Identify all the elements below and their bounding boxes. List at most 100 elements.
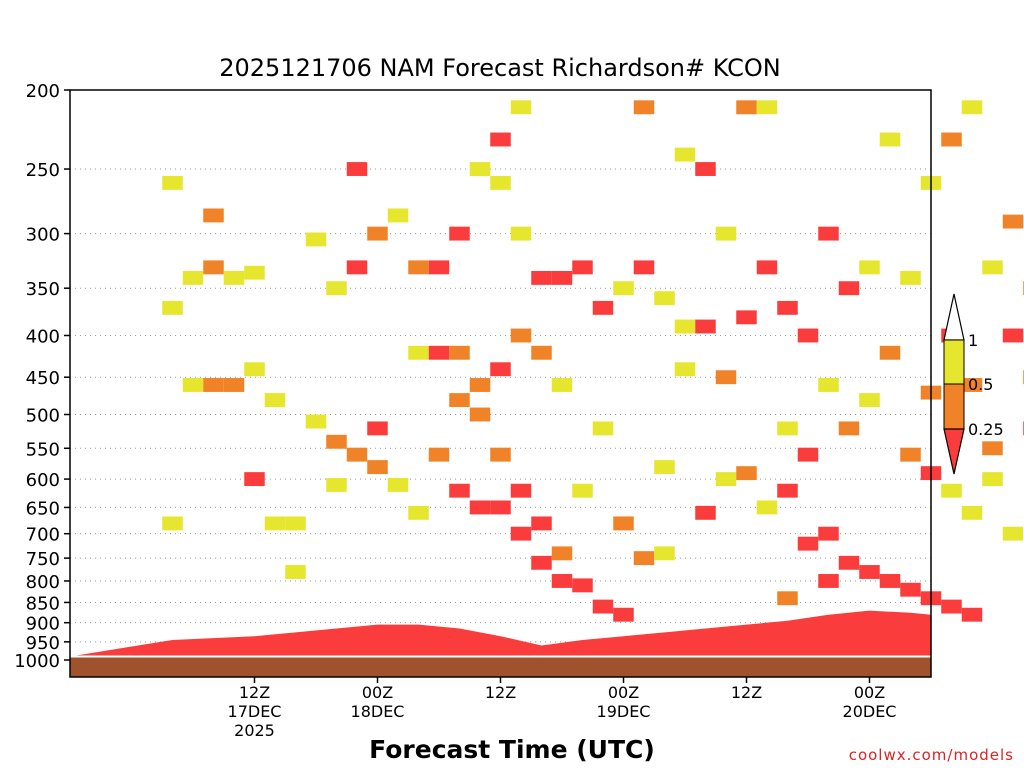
heatmap-cell: [551, 270, 573, 285]
heatmap-cell: [162, 516, 183, 531]
y-tick-label: 550: [26, 439, 60, 460]
heatmap-cell: [613, 281, 634, 296]
y-tick-label: 500: [26, 406, 60, 427]
heatmap-cell: [305, 232, 327, 247]
heatmap-cell: [490, 500, 511, 515]
y-tick-label: 450: [26, 368, 60, 389]
heatmap-cell: [551, 574, 573, 588]
heatmap-cell: [469, 500, 491, 515]
heatmap-cell: [223, 270, 245, 285]
heatmap-cell: [715, 472, 737, 487]
heatmap-cell: [551, 378, 573, 392]
heatmap-cell: [838, 421, 860, 436]
heatmap-cell: [941, 483, 962, 498]
heatmap-cell: [428, 260, 450, 275]
chart-title: 2025121706 NAM Forecast Richardson# KCON: [219, 54, 781, 82]
y-tick-label: 300: [26, 225, 60, 246]
heatmap-cell: [797, 328, 819, 343]
heatmap-cell: [346, 162, 368, 176]
x-tick-label: 2025: [234, 721, 275, 740]
heatmap-cell: [777, 591, 798, 606]
heatmap-cell: [531, 516, 552, 531]
heatmap-cell: [469, 407, 491, 422]
heatmap-cell: [818, 574, 839, 588]
heatmap-cell: [326, 434, 347, 449]
heatmap-cell: [490, 447, 511, 462]
heatmap-cell: [654, 546, 675, 561]
heatmap-cell: [449, 345, 470, 360]
heatmap-cell: [982, 441, 1003, 456]
heatmap-cell: [879, 132, 901, 147]
x-tick-label: 00Z: [608, 683, 639, 702]
heatmap-cell: [1002, 526, 1024, 541]
heatmap-cell: [244, 362, 265, 377]
heatmap-cell: [490, 362, 511, 377]
credit-link[interactable]: coolwx.com/models: [849, 746, 1014, 764]
heatmap-cell: [551, 546, 573, 561]
heatmap-cell: [203, 208, 224, 223]
heatmap-cell: [592, 599, 614, 614]
heatmap-cell: [510, 526, 532, 541]
heatmap-cells: [162, 100, 1024, 622]
heatmap-cell: [674, 319, 696, 334]
heatmap-cell: [203, 378, 224, 392]
legend-label: 0.5: [968, 375, 993, 394]
color-legend: 1 0.5 0.25: [943, 293, 1004, 475]
y-tick-label: 850: [26, 593, 60, 614]
heatmap-cell: [326, 281, 347, 296]
heatmap-cell: [449, 483, 470, 498]
heatmap-cell: [715, 226, 737, 241]
heatmap-cell: [490, 132, 511, 147]
heatmap-cell: [305, 414, 327, 429]
y-tick-label: 750: [26, 549, 60, 570]
heatmap-cell: [223, 378, 245, 392]
heatmap-cell: [244, 265, 265, 280]
heatmap-cell: [408, 260, 429, 275]
heatmap-cell: [756, 260, 778, 275]
heatmap-cell: [387, 208, 409, 223]
heatmap-cell: [756, 500, 778, 515]
heatmap-cell: [182, 270, 204, 285]
heatmap-cell: [264, 393, 286, 408]
heatmap-cell: [531, 345, 552, 360]
y-tick-label: 650: [26, 498, 60, 519]
heatmap-cell: [777, 300, 798, 315]
heatmap-cell: [469, 378, 491, 392]
heatmap-cell: [346, 260, 368, 275]
heatmap-cell: [818, 226, 839, 241]
heatmap-cell: [777, 483, 798, 498]
heatmap-cell: [797, 536, 819, 551]
legend-swatch-yellow: [943, 339, 965, 385]
heatmap-cell: [900, 270, 921, 285]
heatmap-cell: [633, 260, 655, 275]
x-tick-label: 12Z: [731, 683, 762, 702]
heatmap-cell: [961, 378, 983, 392]
heatmap-cell: [387, 477, 409, 492]
y-tick-label: 600: [26, 470, 60, 491]
heatmap-cell: [1002, 328, 1024, 343]
y-tick-label: 350: [26, 279, 60, 300]
heatmap-cell: [285, 565, 306, 579]
heatmap-cell: [613, 607, 634, 622]
heatmap-cell: [736, 310, 757, 325]
x-tick-label: 20DEC: [843, 702, 897, 721]
heatmap-cell: [879, 345, 901, 360]
heatmap-cell: [592, 421, 614, 436]
y-tick-label: 400: [26, 326, 60, 347]
heatmap-cell: [859, 565, 880, 579]
heatmap-cell: [367, 421, 388, 436]
y-axis: 200 250 300 350 400 450 500 550 600 650 700 7508008…: [14, 81, 70, 672]
heatmap-cell: [961, 505, 983, 520]
heatmap-cell: [367, 226, 388, 241]
heatmap-cell: [654, 291, 675, 306]
heatmap-cell: [982, 260, 1003, 275]
heatmap-cell: [408, 345, 429, 360]
x-tick-label: 17DEC: [228, 702, 282, 721]
heatmap-cell: [838, 555, 860, 570]
x-tick-label: 19DEC: [597, 702, 651, 721]
heatmap-cell: [695, 319, 716, 334]
heatmap-cell: [674, 147, 696, 162]
heatmap-cell: [367, 460, 388, 475]
